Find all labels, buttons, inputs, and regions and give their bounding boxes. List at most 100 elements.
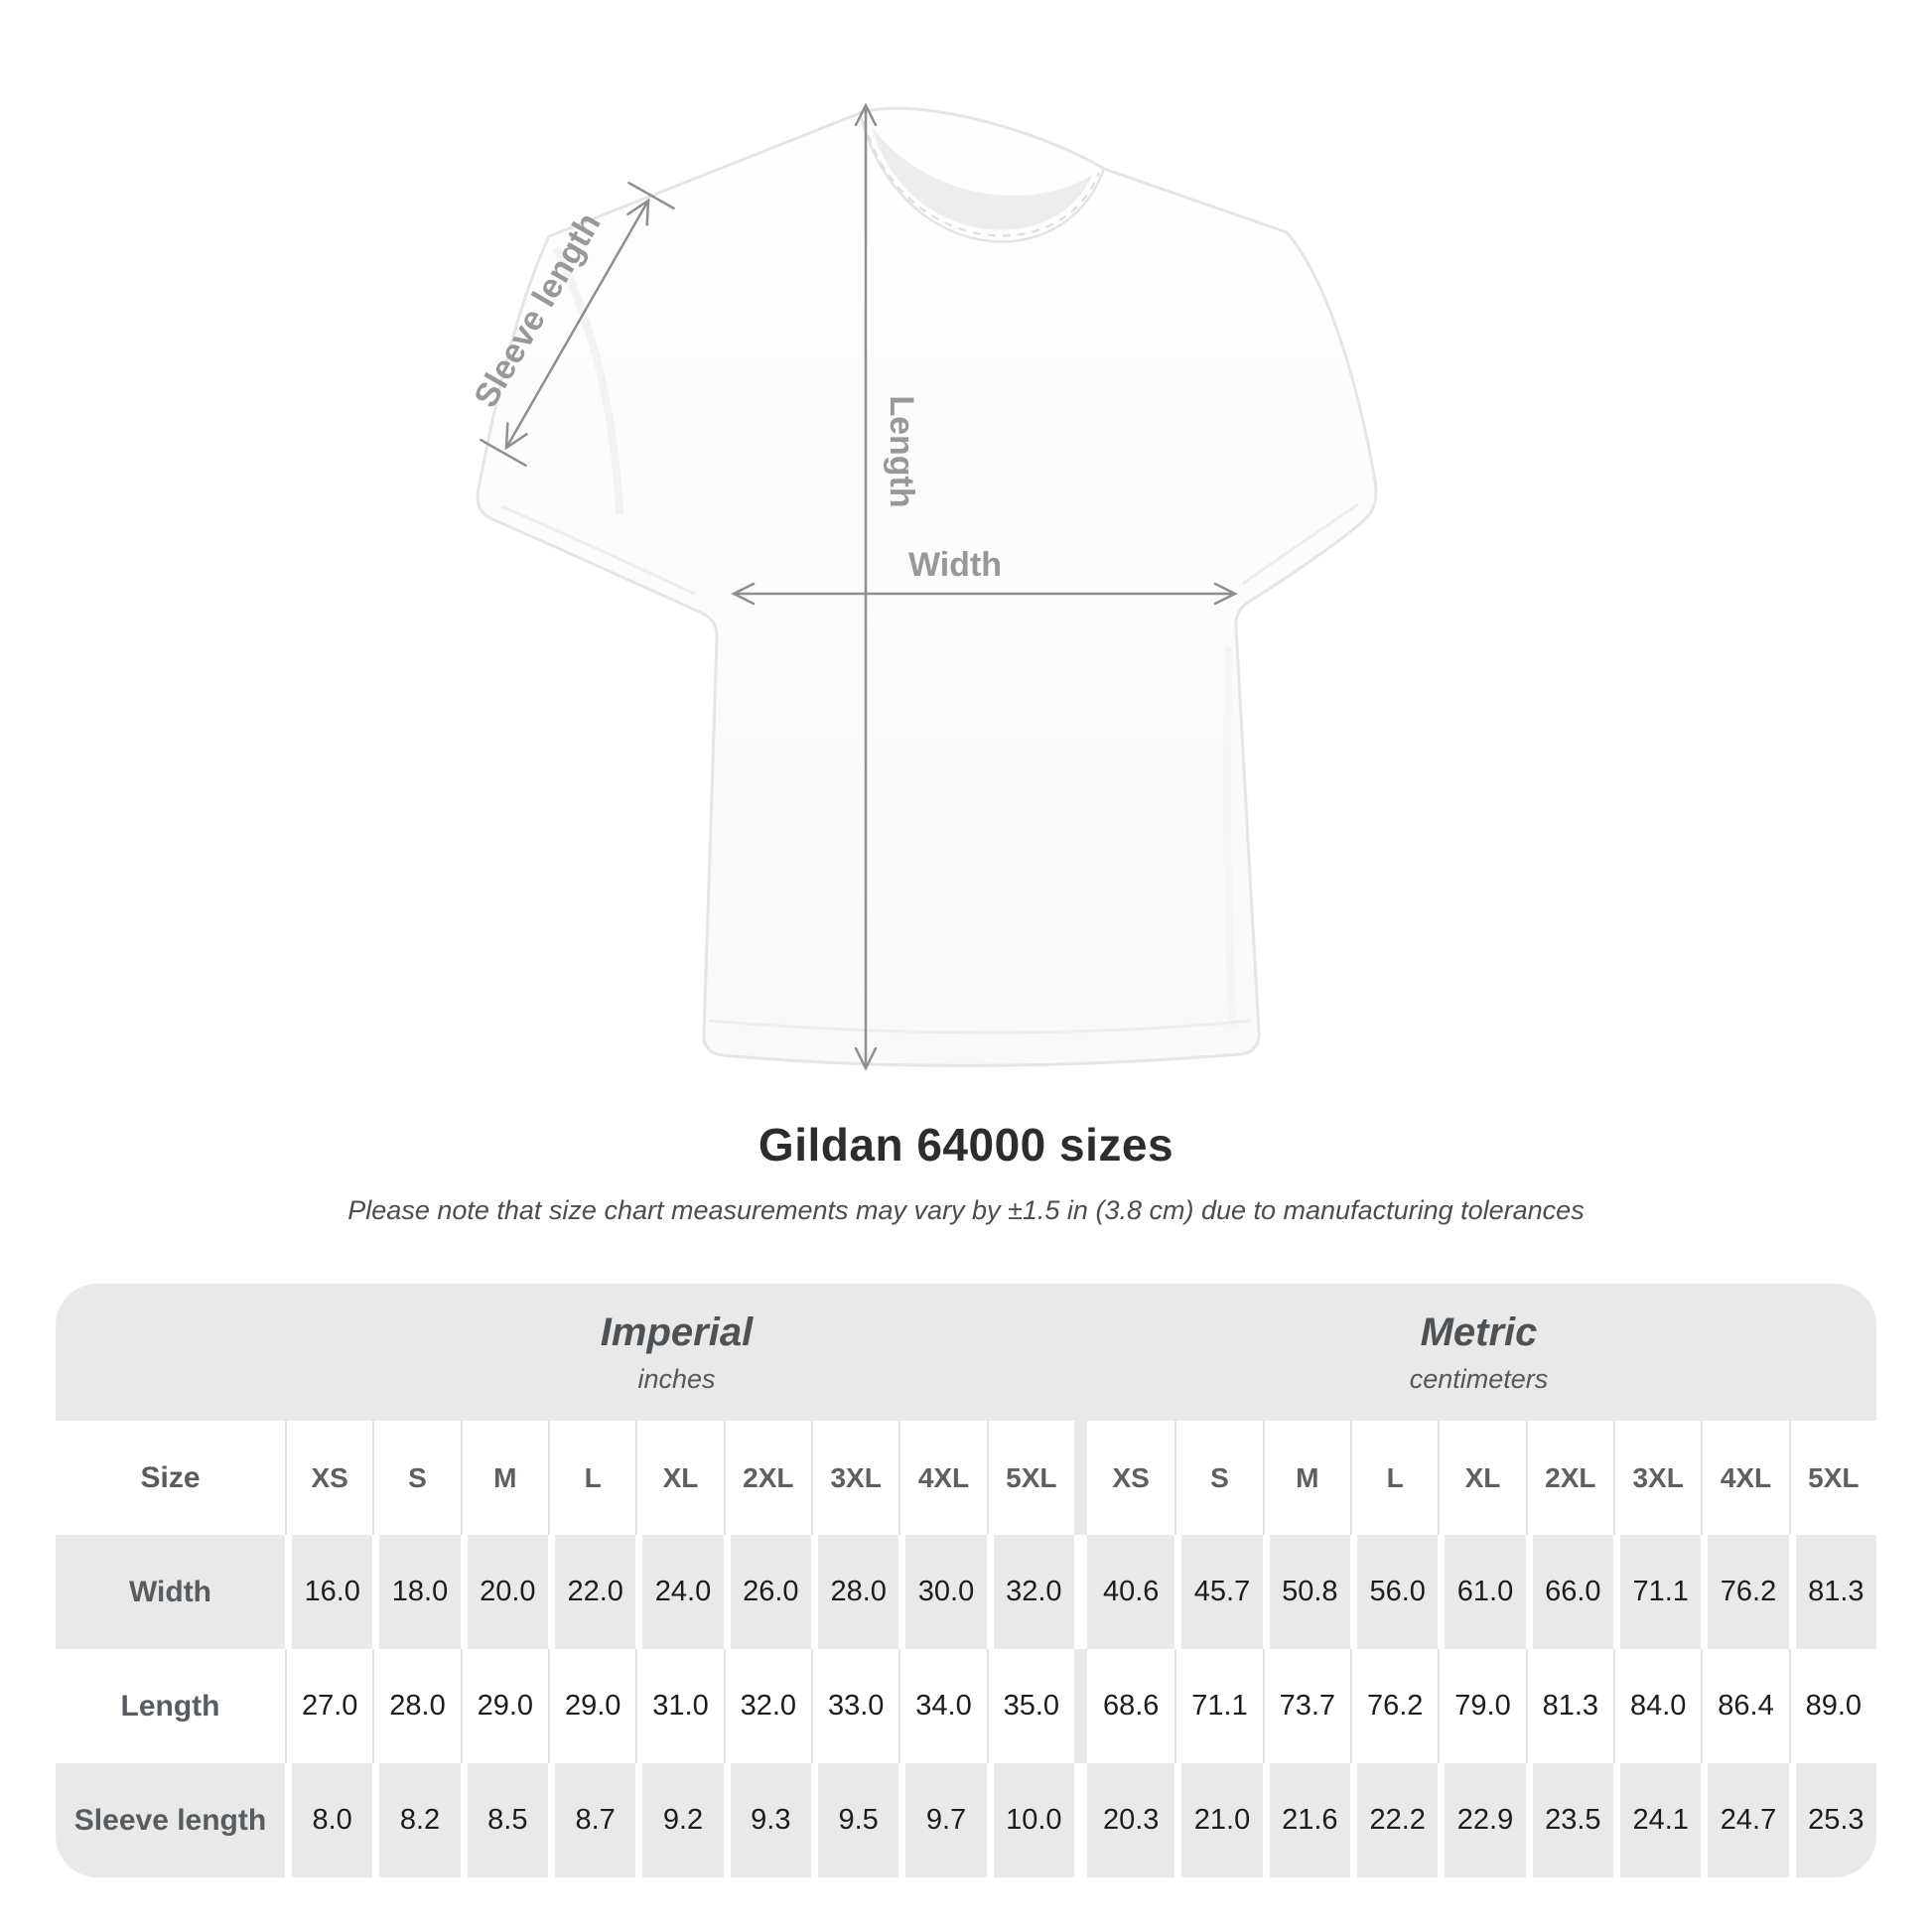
length-dimension-line	[854, 102, 878, 1071]
size-header: M	[1262, 1421, 1350, 1535]
value-cell: 76.2	[1701, 1535, 1788, 1649]
size-header: XL	[1438, 1421, 1525, 1535]
value-cell: 8.0	[285, 1763, 372, 1877]
metric-title: Metric	[1420, 1310, 1538, 1354]
value-cell: 89.0	[1788, 1649, 1876, 1763]
tolerance-note: Please note that size chart measurements…	[347, 1195, 1585, 1225]
value-cell: 28.0	[811, 1535, 898, 1649]
size-row-label: Size	[140, 1460, 201, 1494]
value-cell: 9.2	[635, 1763, 723, 1877]
imperial-unit: inches	[637, 1363, 716, 1394]
size-header: M	[460, 1421, 548, 1535]
size-header: XS	[1112, 1461, 1150, 1493]
metric-unit: centimeters	[1409, 1363, 1549, 1394]
size-header: 5XL	[986, 1421, 1074, 1535]
value-cell: 8.2	[372, 1763, 460, 1877]
value-cell: 32.0	[986, 1535, 1074, 1649]
collar-stitching	[863, 120, 1100, 237]
value-cell: 84.0	[1613, 1649, 1701, 1763]
value-cell: 40.6	[1102, 1576, 1160, 1607]
collar-band-edge	[858, 112, 1106, 243]
value-cell: 22.9	[1438, 1763, 1525, 1877]
page-title: Gildan 64000 sizes	[758, 1119, 1174, 1171]
width-dimension-line	[731, 582, 1238, 606]
value-cell: 73.7	[1262, 1649, 1350, 1763]
value-cell: 68.6	[1102, 1690, 1160, 1722]
value-cell: 18.0	[372, 1535, 460, 1649]
value-cell: 20.0	[460, 1535, 548, 1649]
value-cell: 66.0	[1525, 1535, 1613, 1649]
size-header: XS	[285, 1421, 372, 1535]
sleeve-dimension-line	[480, 181, 675, 468]
size-table: Imperial inches Metric centimeters Size …	[56, 1284, 1876, 1877]
value-cell: 35.0	[986, 1649, 1074, 1763]
value-cell: 32.0	[723, 1649, 811, 1763]
value-cell: 71.1	[1613, 1535, 1701, 1649]
size-header: 4XL	[898, 1421, 986, 1535]
value-cell: 50.8	[1262, 1535, 1350, 1649]
value-cell: 71.1	[1174, 1649, 1262, 1763]
size-header: 2XL	[723, 1421, 811, 1535]
length-annotation-label: Length	[883, 395, 920, 507]
value-cell: 25.3	[1788, 1763, 1876, 1877]
row-label: Length	[120, 1689, 220, 1723]
imperial-header: Imperial inches	[285, 1284, 1068, 1421]
size-header: L	[1350, 1421, 1438, 1535]
value-cell: 34.0	[898, 1649, 986, 1763]
value-cell: 29.0	[460, 1649, 548, 1763]
value-cell: 9.3	[723, 1763, 811, 1877]
unit-system-header-row: Imperial inches Metric centimeters	[56, 1284, 1876, 1421]
size-header: 5XL	[1788, 1421, 1876, 1535]
value-cell: 9.7	[898, 1763, 986, 1877]
size-header-row: Size XS S M L XL 2XL 3XL 4XL 5XL XS S M …	[56, 1421, 1876, 1535]
value-cell: 21.0	[1174, 1763, 1262, 1877]
sleeve-length-row: Sleeve length 8.0 8.2 8.5 8.7 9.2 9.3 9.…	[56, 1763, 1876, 1877]
length-row: Length 27.0 28.0 29.0 29.0 31.0 32.0 33.…	[56, 1649, 1876, 1763]
neck-opening-shadow	[872, 127, 1092, 230]
size-header: 3XL	[811, 1421, 898, 1535]
value-cell: 8.5	[460, 1763, 548, 1877]
imperial-title: Imperial	[600, 1310, 754, 1354]
left-sleeve-hem-seam	[500, 504, 696, 596]
width-row: Width 16.0 18.0 20.0 22.0 24.0 26.0 28.0…	[56, 1535, 1876, 1649]
value-cell: 8.7	[548, 1763, 635, 1877]
tshirt-figure: Sleeve length Length Width	[467, 102, 1378, 1071]
value-cell: 21.6	[1262, 1763, 1350, 1877]
bottom-hem-seam	[708, 1019, 1252, 1035]
value-cell: 31.0	[635, 1649, 723, 1763]
value-cell: 61.0	[1438, 1535, 1525, 1649]
size-header: XL	[635, 1421, 723, 1535]
value-cell: 20.3	[1102, 1804, 1160, 1836]
row-label: Width	[128, 1575, 212, 1608]
body-crease	[1223, 646, 1237, 1029]
tshirt-silhouette	[476, 106, 1378, 1067]
value-cell: 29.0	[548, 1649, 635, 1763]
value-cell: 81.3	[1525, 1649, 1613, 1763]
value-cell: 79.0	[1438, 1649, 1525, 1763]
size-header: L	[548, 1421, 635, 1535]
value-cell: 86.4	[1701, 1649, 1788, 1763]
value-cell: 16.0	[285, 1535, 372, 1649]
size-header: 3XL	[1613, 1421, 1701, 1535]
size-header: S	[372, 1421, 460, 1535]
size-header: S	[1174, 1421, 1262, 1535]
value-cell: 22.0	[548, 1535, 635, 1649]
value-cell: 56.0	[1350, 1535, 1438, 1649]
value-cell: 30.0	[898, 1535, 986, 1649]
section-gap	[1074, 1649, 1087, 1763]
value-cell: 33.0	[811, 1649, 898, 1763]
header-spacer	[56, 1284, 285, 1421]
metric-header: Metric centimeters	[1081, 1284, 1876, 1421]
section-gap	[1074, 1535, 1087, 1649]
row-label: Sleeve length	[73, 1803, 267, 1837]
value-cell: 9.5	[811, 1763, 898, 1877]
value-cell: 45.7	[1174, 1535, 1262, 1649]
value-cell: 22.2	[1350, 1763, 1438, 1877]
value-cell: 76.2	[1350, 1649, 1438, 1763]
value-cell: 81.3	[1788, 1535, 1876, 1649]
section-gap	[1074, 1421, 1087, 1535]
size-header: 4XL	[1701, 1421, 1788, 1535]
value-cell: 23.5	[1525, 1763, 1613, 1877]
value-cell: 10.0	[986, 1763, 1074, 1877]
value-cell: 27.0	[285, 1649, 372, 1763]
